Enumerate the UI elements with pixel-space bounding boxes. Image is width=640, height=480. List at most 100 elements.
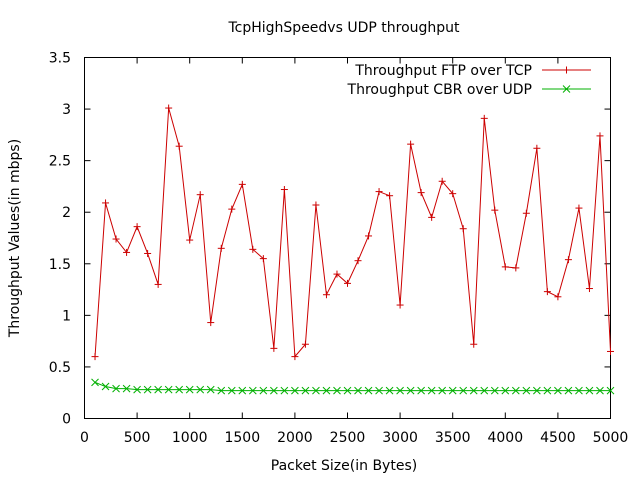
data-point-tcp bbox=[354, 257, 362, 265]
data-point-tcp bbox=[459, 225, 467, 233]
y-tick-label: 1.5 bbox=[49, 257, 71, 273]
data-point-udp bbox=[480, 386, 489, 395]
chart-title: TcpHighSpeedvs UDP throughput bbox=[227, 20, 460, 36]
data-point-tcp bbox=[217, 244, 225, 252]
legend-label-udp: Throughput CBR over UDP bbox=[347, 82, 532, 98]
data-point-udp bbox=[448, 386, 457, 395]
y-tick-label: 3 bbox=[62, 102, 71, 118]
x-tick-label: 3500 bbox=[435, 430, 471, 446]
data-point-udp bbox=[343, 386, 352, 395]
series-udp bbox=[91, 378, 615, 395]
data-point-tcp bbox=[312, 201, 320, 209]
y-tick-label: 3.5 bbox=[49, 51, 71, 67]
data-point-tcp bbox=[165, 104, 173, 112]
data-point-udp bbox=[112, 384, 120, 393]
data-point-udp bbox=[396, 386, 404, 395]
data-point-udp bbox=[427, 386, 436, 395]
data-point-tcp bbox=[333, 270, 341, 278]
data-point-udp bbox=[511, 386, 520, 395]
data-point-tcp bbox=[417, 189, 425, 197]
data-point-tcp bbox=[280, 186, 288, 194]
y-axis-label: Throughput Values(in mbps) bbox=[7, 139, 23, 338]
data-point-tcp bbox=[365, 232, 373, 240]
data-point-tcp bbox=[438, 177, 446, 185]
data-point-udp bbox=[154, 385, 162, 394]
data-point-tcp bbox=[596, 132, 604, 140]
data-point-udp bbox=[291, 386, 299, 395]
data-point-udp bbox=[333, 386, 341, 395]
data-point-tcp bbox=[102, 199, 110, 207]
plot-frame bbox=[84, 57, 611, 419]
data-point-udp bbox=[375, 386, 383, 395]
data-point-tcp bbox=[270, 344, 278, 352]
y-tick-label: 0.5 bbox=[49, 360, 71, 376]
data-point-udp bbox=[554, 386, 562, 395]
data-point-tcp bbox=[470, 340, 478, 348]
data-point-udp bbox=[227, 386, 236, 395]
data-point-udp bbox=[406, 386, 415, 395]
data-point-udp bbox=[364, 386, 373, 395]
data-point-udp bbox=[196, 385, 205, 394]
legend-marker-udp bbox=[562, 85, 571, 93]
y-tick-label: 0 bbox=[62, 412, 71, 428]
x-tick-label: 4500 bbox=[540, 430, 576, 446]
x-tick-label: 4000 bbox=[487, 430, 523, 446]
data-point-tcp bbox=[207, 319, 215, 327]
data-point-tcp bbox=[259, 255, 267, 263]
data-point-udp bbox=[217, 386, 226, 395]
data-point-udp bbox=[301, 386, 310, 395]
data-point-udp bbox=[522, 386, 531, 395]
data-point-udp bbox=[164, 385, 173, 394]
y-tick-label: 2.5 bbox=[49, 154, 71, 170]
data-point-udp bbox=[490, 386, 499, 395]
data-point-tcp bbox=[585, 285, 593, 293]
data-point-tcp bbox=[575, 204, 583, 212]
data-point-tcp bbox=[228, 205, 236, 213]
data-point-tcp bbox=[238, 180, 246, 188]
tick-labels: 0 500 1000 1500 2000 2500 3000 3500 4000 4500 5000… bbox=[49, 51, 629, 447]
data-point-tcp bbox=[386, 192, 394, 200]
data-point-tcp bbox=[154, 280, 162, 288]
data-point-udp bbox=[270, 386, 278, 395]
legend: Throughput FTP over TCP Throughput CBR ov… bbox=[347, 63, 591, 98]
data-point-tcp bbox=[291, 353, 299, 361]
data-point-udp bbox=[585, 386, 594, 395]
data-point-tcp bbox=[91, 353, 99, 361]
data-point-tcp bbox=[564, 256, 572, 264]
data-point-tcp bbox=[533, 144, 541, 152]
x-tick-label: 1500 bbox=[224, 430, 260, 446]
data-point-tcp bbox=[186, 236, 194, 244]
x-tick-label: 5000 bbox=[593, 430, 629, 446]
x-axis-label: Packet Size(in Bytes) bbox=[271, 458, 417, 474]
data-point-udp bbox=[133, 385, 141, 394]
x-tick-label: 500 bbox=[124, 430, 151, 446]
data-point-udp bbox=[459, 386, 468, 395]
data-point-udp bbox=[185, 385, 194, 394]
data-point-tcp bbox=[175, 142, 183, 150]
x-tick-label: 1000 bbox=[172, 430, 208, 446]
data-point-udp bbox=[259, 386, 268, 395]
axis-ticks bbox=[84, 57, 611, 419]
data-point-tcp bbox=[491, 206, 499, 214]
data-point-tcp bbox=[543, 288, 551, 296]
series-line-tcp bbox=[94, 107, 611, 358]
data-point-tcp bbox=[480, 114, 488, 122]
y-tick-label: 1 bbox=[62, 308, 71, 324]
data-point-tcp bbox=[522, 209, 530, 217]
series-tcp bbox=[91, 104, 614, 361]
data-point-tcp bbox=[607, 347, 614, 355]
series-layer bbox=[91, 104, 615, 395]
data-point-udp bbox=[312, 386, 320, 395]
data-point-tcp bbox=[407, 140, 415, 148]
data-point-tcp bbox=[144, 249, 152, 257]
data-point-tcp bbox=[449, 190, 457, 198]
data-point-tcp bbox=[322, 291, 330, 299]
data-point-tcp bbox=[249, 245, 257, 253]
data-point-udp bbox=[280, 386, 289, 395]
legend-marker-tcp bbox=[563, 66, 570, 74]
data-point-udp bbox=[438, 386, 447, 395]
data-point-tcp bbox=[375, 188, 383, 196]
data-point-udp bbox=[322, 386, 331, 395]
data-point-udp bbox=[91, 378, 99, 387]
